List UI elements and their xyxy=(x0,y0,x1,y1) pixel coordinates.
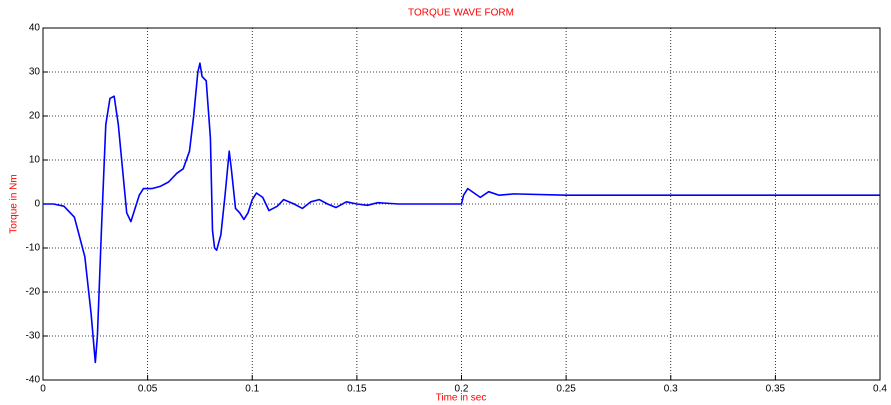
x-tick-label: 0.15 xyxy=(347,384,367,395)
x-tick-label: 0.3 xyxy=(664,384,678,395)
chart-title: TORQUE WAVE FORM xyxy=(408,8,514,19)
y-tick-label: -20 xyxy=(26,287,41,298)
y-tick-label: 20 xyxy=(29,111,41,122)
y-tick-label: -30 xyxy=(26,331,41,342)
x-tick-label: 0.25 xyxy=(556,384,576,395)
y-tick-label: -40 xyxy=(26,375,41,386)
y-tick-label: 30 xyxy=(29,67,41,78)
x-tick-label: 0.05 xyxy=(138,384,158,395)
y-tick-label: 40 xyxy=(29,23,41,34)
y-tick-label: -10 xyxy=(26,243,41,254)
y-tick-label: 10 xyxy=(29,155,41,166)
x-tick-label: 0.35 xyxy=(766,384,786,395)
torque-line xyxy=(43,62,880,364)
x-axis-label: Time in sec xyxy=(436,393,487,404)
x-tick-label: 0.4 xyxy=(873,384,887,395)
y-axis-label: Torque in Nm xyxy=(9,174,20,233)
x-tick-label: 0.2 xyxy=(455,384,469,395)
x-tick-label: 0 xyxy=(40,384,46,395)
x-tick-label: 0.1 xyxy=(245,384,259,395)
y-tick-label: 0 xyxy=(34,199,40,210)
